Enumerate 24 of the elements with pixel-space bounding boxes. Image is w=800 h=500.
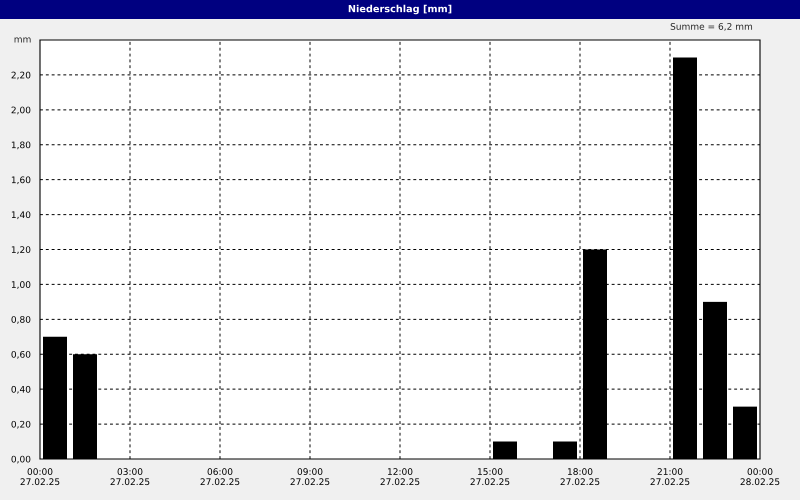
y-tick-label: 1,20 <box>12 246 30 254</box>
y-tick-label: 0,40 <box>11 386 30 394</box>
chart-title: Niederschlag [mm] <box>348 4 452 14</box>
y-axis-title: mm <box>14 37 31 42</box>
x-tick-label: 12:00 27.02.25 <box>380 468 420 486</box>
y-tick-label: 0,60 <box>11 350 30 359</box>
y-tick-label: 1,80 <box>12 141 30 150</box>
y-tick-label: 0,20 <box>11 420 30 429</box>
y-tick-label: 1,00 <box>12 281 30 289</box>
y-tick-label: 1,40 <box>12 211 30 220</box>
y-tick-label: 0,80 <box>11 316 30 324</box>
x-tick-label: 09:00 27.02.25 <box>290 468 330 486</box>
y-tick-label: 2,00 <box>12 106 30 114</box>
text: Summe = 6,2 mm <box>670 23 752 31</box>
x-tick-label: 15:00 27.02.25 <box>470 468 510 486</box>
x-tick-label: 18:00 27.02.25 <box>560 468 600 486</box>
x-tick-label: 03:00 27.02.25 <box>110 468 150 486</box>
x-tick-label: 06:00 27.02.25 <box>200 468 240 486</box>
y-tick-label: 0,00 <box>11 456 30 464</box>
x-tick-label: 00:00 28.02.25 <box>740 468 780 486</box>
y-tick-label: 1,60 <box>12 176 30 184</box>
x-tick-label: 21:00 27.02.25 <box>650 468 690 486</box>
y-tick-label: 2,20 <box>12 72 30 80</box>
x-tick-label: 00:00 27.02.25 <box>20 468 60 486</box>
